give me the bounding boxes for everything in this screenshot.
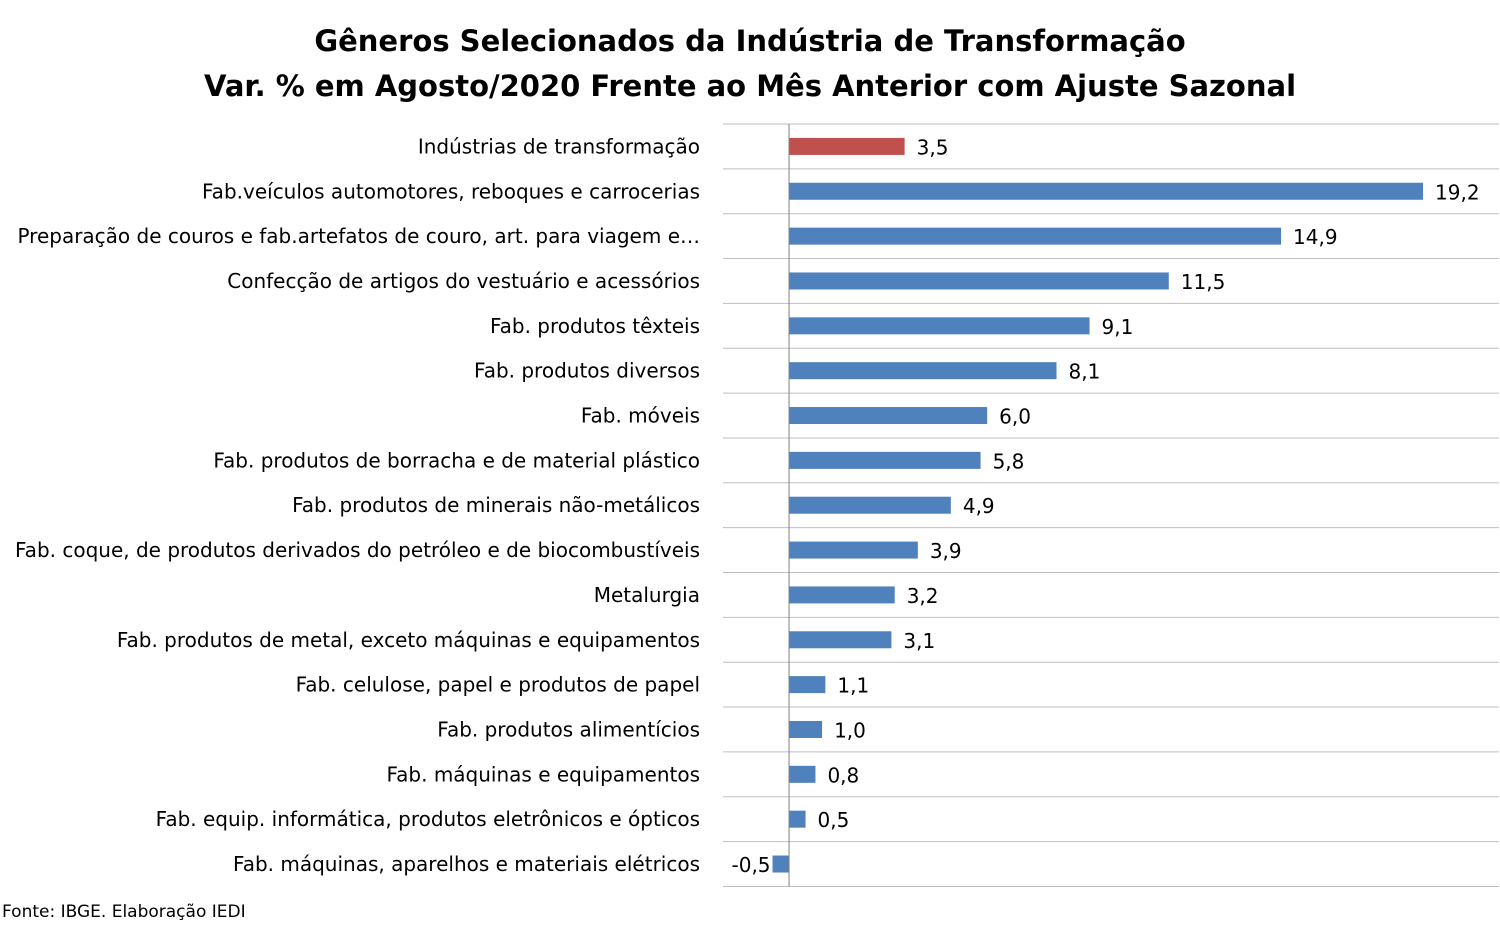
category-label: Fab. equip. informática, produtos eletrô… bbox=[156, 807, 700, 831]
data-label: 9,1 bbox=[1102, 315, 1134, 339]
category-label: Fab. produtos diversos bbox=[474, 359, 700, 383]
data-label: 19,2 bbox=[1435, 180, 1480, 204]
category-label: Indústrias de transformação bbox=[418, 134, 700, 158]
bar bbox=[789, 407, 988, 425]
gridlines bbox=[723, 123, 1499, 887]
bar bbox=[789, 631, 892, 649]
category-label: Fab. coque, de produtos derivados do pet… bbox=[15, 538, 700, 562]
bar bbox=[789, 496, 951, 514]
category-label: Fab. máquinas e equipamentos bbox=[386, 762, 700, 786]
data-label: -0,5 bbox=[732, 853, 771, 877]
data-label: 3,5 bbox=[917, 135, 949, 159]
chart-title: Gêneros Selecionados da Indústria de Tra… bbox=[314, 24, 1185, 58]
category-label: Fab. produtos de metal, exceto máquinas … bbox=[117, 628, 700, 652]
data-label: 1,1 bbox=[837, 674, 869, 698]
data-label: 4,9 bbox=[963, 494, 995, 518]
category-label: Fab. produtos têxteis bbox=[490, 314, 700, 338]
category-label: Metalurgia bbox=[594, 583, 700, 607]
category-label: Fab.veículos automotores, reboques e car… bbox=[202, 179, 700, 203]
bar bbox=[789, 586, 895, 604]
bar bbox=[789, 451, 981, 469]
bar bbox=[789, 317, 1090, 335]
category-label: Fab. produtos de borracha e de material … bbox=[213, 448, 700, 472]
bar bbox=[772, 855, 790, 873]
data-label: 5,8 bbox=[993, 449, 1025, 473]
category-label: Fab. móveis bbox=[581, 404, 700, 428]
data-label: 3,1 bbox=[903, 629, 935, 653]
bar bbox=[789, 137, 905, 155]
bar bbox=[789, 227, 1282, 245]
bar bbox=[789, 541, 918, 559]
category-label: Fab. produtos de minerais não-metálicos bbox=[292, 493, 700, 517]
data-label: 6,0 bbox=[999, 405, 1031, 429]
category-labels: Indústrias de transformação Fab.veículos … bbox=[15, 134, 700, 876]
value-labels: 3,5 19,2 14,9 11,5 9,18,1 6,0 5,8 4,93,9 3,2 3,1 1… bbox=[732, 135, 1480, 877]
bar bbox=[789, 182, 1424, 200]
data-label: 0,5 bbox=[818, 808, 850, 832]
data-label: 11,5 bbox=[1181, 270, 1226, 294]
chart-subtitle: Var. % em Agosto/2020 Frente ao Mês Ante… bbox=[204, 69, 1296, 103]
data-label: 8,1 bbox=[1069, 360, 1101, 384]
bar bbox=[789, 720, 823, 738]
bar bbox=[789, 810, 806, 828]
data-label: 0,8 bbox=[827, 763, 859, 787]
category-label: Preparação de couros e fab.artefatos de … bbox=[17, 224, 700, 248]
bar bbox=[789, 765, 816, 783]
bars bbox=[772, 137, 1424, 873]
data-label: 3,2 bbox=[907, 584, 939, 608]
category-label: Fab. produtos alimentícios bbox=[437, 717, 700, 741]
data-label: 3,9 bbox=[930, 539, 962, 563]
category-label: Fab. celulose, papel e produtos de papel bbox=[296, 673, 700, 697]
bar bbox=[789, 272, 1169, 290]
bar bbox=[789, 362, 1057, 380]
data-label: 1,0 bbox=[834, 718, 866, 742]
source-note: Fonte: IBGE. Elaboração IEDI bbox=[2, 902, 246, 922]
bar bbox=[789, 676, 826, 694]
data-label: 14,9 bbox=[1293, 225, 1338, 249]
category-label: Fab. máquinas, aparelhos e materiais elé… bbox=[233, 852, 700, 876]
category-label: Confecção de artigos do vestuário e aces… bbox=[227, 269, 700, 293]
